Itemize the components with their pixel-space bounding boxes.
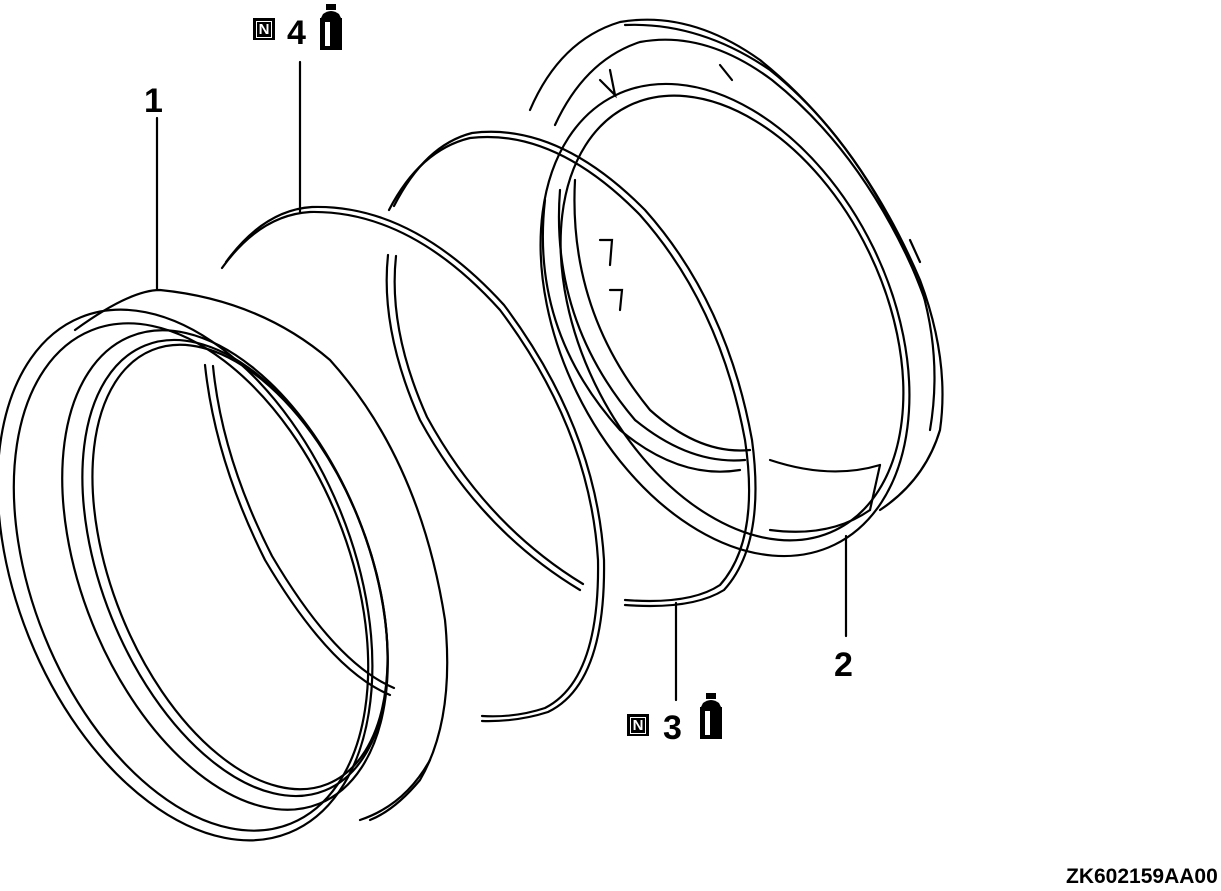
figure-code: ZK602159AA00 bbox=[1066, 865, 1218, 888]
part-4-snap-ring bbox=[203, 205, 606, 723]
callout-part-1: 1 bbox=[144, 82, 163, 120]
part-2-grooved-ring bbox=[528, 18, 944, 558]
callout-part-4: 4 bbox=[287, 14, 306, 52]
grease-tube-icon bbox=[320, 4, 342, 50]
callout-part-2: 2 bbox=[834, 646, 853, 684]
new-part-badge-3: N bbox=[627, 714, 649, 736]
callout-part-3: 3 bbox=[663, 709, 682, 747]
grease-tube-icon bbox=[700, 693, 722, 739]
part-3-snap-ring bbox=[385, 130, 757, 608]
part-1-outer-ring bbox=[0, 288, 449, 842]
new-part-badge-4: N bbox=[253, 18, 275, 40]
